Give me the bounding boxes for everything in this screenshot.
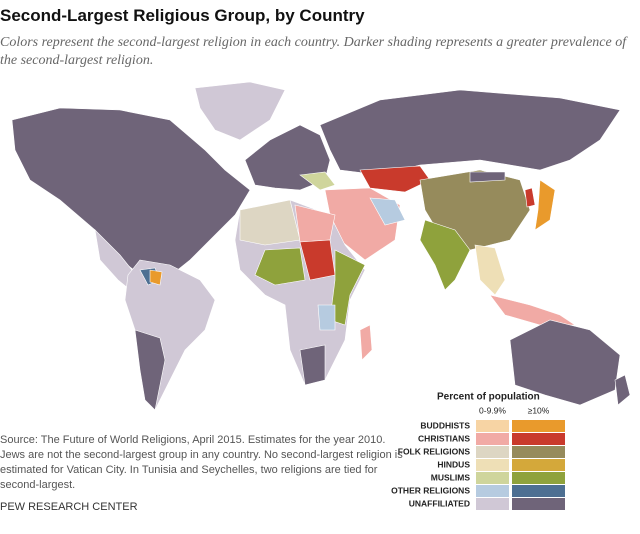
legend-swatch (476, 498, 509, 510)
legend-label: MUSLIMS (431, 472, 471, 482)
legend-swatch (512, 446, 565, 458)
country (149, 269, 163, 286)
country (469, 171, 506, 183)
country (134, 329, 166, 411)
legend-swatch (512, 472, 565, 484)
country (369, 197, 406, 226)
country (419, 219, 471, 291)
country (329, 249, 366, 326)
source-note: Source: The Future of World Religions, A… (0, 434, 403, 491)
world-map (11, 81, 631, 411)
legend-swatch (476, 459, 509, 471)
country (194, 81, 286, 141)
legend-label: HINDUS (437, 459, 470, 469)
legend-swatch (512, 498, 565, 510)
legend-swatch (512, 420, 565, 432)
legend-swatch (476, 446, 509, 458)
country (359, 324, 373, 361)
country (614, 374, 631, 406)
country (489, 294, 576, 326)
country (534, 179, 556, 231)
footer: PEW RESEARCH CENTER (0, 501, 138, 513)
country (524, 187, 536, 208)
legend-swatch (476, 420, 509, 432)
country (359, 165, 431, 193)
legend-label: FOLK RELIGIONS (398, 446, 471, 456)
countries (11, 81, 631, 411)
country (11, 107, 251, 281)
legend-label: UNAFFILIATED (409, 498, 470, 508)
legend-swatch (476, 433, 509, 445)
country (299, 344, 326, 386)
legend-swatch (512, 459, 565, 471)
title: Second-Largest Religious Group, by Count… (0, 6, 365, 25)
country (474, 244, 506, 296)
legend-label: BUDDHISTS (420, 420, 470, 430)
country (299, 171, 336, 191)
legend-swatch (512, 485, 565, 497)
country (317, 304, 336, 331)
subtitle: Colors represent the second-largest reli… (0, 35, 627, 68)
country (509, 319, 621, 406)
legend-swatch (512, 433, 565, 445)
country (319, 89, 621, 176)
legend-label: CHRISTIANS (418, 433, 470, 443)
legend-swatch (476, 472, 509, 484)
country (254, 247, 306, 286)
legend-swatch (476, 485, 509, 497)
country (239, 199, 301, 246)
